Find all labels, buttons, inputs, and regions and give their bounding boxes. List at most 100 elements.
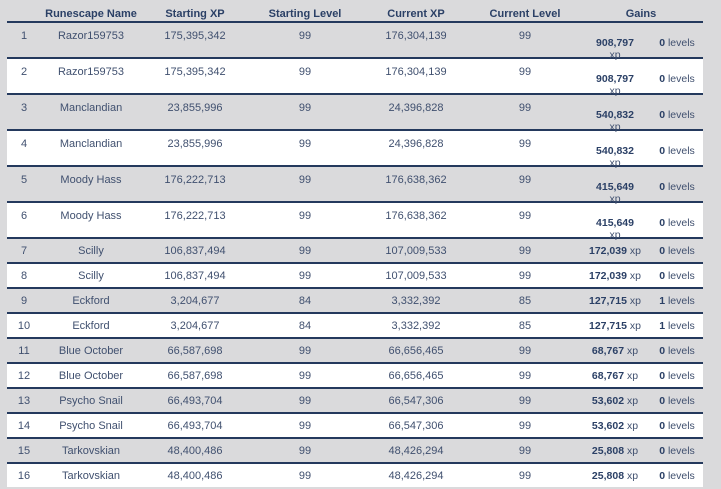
- gains-levels-value: 0 levels: [659, 445, 695, 457]
- gains-cell: 68,767 xp 0 levels: [579, 339, 703, 362]
- current-xp-cell: 24,396,828: [388, 138, 444, 150]
- starting-xp-cell: 106,837,494: [164, 245, 226, 257]
- col-header-runescape-name: Runescape Name: [45, 7, 137, 20]
- gains-cell: 127,715 xp 1 levels: [579, 289, 703, 312]
- gains-xp-value: 172,039 xp: [589, 245, 641, 257]
- current-level-cell: 99: [518, 102, 532, 114]
- player-name-cell: Psycho Snail: [59, 395, 123, 407]
- starting-xp-cell: 66,493,704: [167, 395, 223, 407]
- current-xp-cell: 48,426,294: [388, 470, 444, 482]
- gains-levels-value: 0 levels: [659, 73, 695, 85]
- rank-cell: 5: [20, 174, 28, 186]
- rank-cell: 9: [20, 295, 28, 307]
- starting-level-cell: 99: [298, 66, 312, 78]
- starting-level-cell: 99: [298, 395, 312, 407]
- gains-cell: 540,832 xp 0 levels: [579, 131, 703, 169]
- starting-level-cell: 99: [298, 174, 312, 186]
- col-header-starting-level: Starting Level: [268, 7, 342, 20]
- current-xp-cell: 66,547,306: [388, 395, 444, 407]
- table-row: 7 Scilly 106,837,494 99 107,009,533 99 1…: [7, 237, 703, 262]
- gains-levels-value: 0 levels: [659, 145, 695, 157]
- player-name-cell: Eckford: [72, 320, 110, 332]
- current-xp-cell: 24,396,828: [388, 102, 444, 114]
- player-name-cell: Manclandian: [59, 102, 123, 114]
- gains-levels-value: 0 levels: [659, 217, 695, 229]
- player-name-cell: Razor159753: [57, 66, 125, 78]
- starting-xp-cell: 66,587,698: [167, 345, 223, 357]
- gains-cell: 25,808 xp 0 levels: [579, 439, 703, 462]
- starting-xp-cell: 3,204,677: [170, 320, 220, 332]
- current-xp-cell: 66,547,306: [388, 420, 444, 432]
- table-row: 8 Scilly 106,837,494 99 107,009,533 99 1…: [7, 262, 703, 287]
- gains-cell: 540,832 xp 0 levels: [579, 95, 703, 133]
- table-row: 9 Eckford 3,204,677 84 3,332,392 85 127,…: [7, 287, 703, 312]
- player-name-cell: Tarkovskian: [61, 470, 121, 482]
- starting-level-cell: 99: [298, 30, 312, 42]
- gains-xp-value: 908,797 xp: [596, 37, 634, 61]
- current-level-cell: 85: [518, 320, 532, 332]
- rank-cell: 8: [20, 270, 28, 282]
- starting-level-cell: 84: [298, 295, 312, 307]
- gains-cell: 53,602 xp 0 levels: [579, 414, 703, 437]
- starting-xp-cell: 106,837,494: [164, 270, 226, 282]
- starting-level-cell: 84: [298, 320, 312, 332]
- rank-cell: 13: [17, 395, 31, 407]
- starting-level-cell: 99: [298, 470, 312, 482]
- starting-level-cell: 99: [298, 138, 312, 150]
- table-row: 2 Razor159753 175,395,342 99 176,304,139…: [7, 57, 703, 97]
- starting-xp-cell: 175,395,342: [164, 30, 226, 42]
- current-xp-cell: 176,638,362: [385, 210, 447, 222]
- current-level-cell: 99: [518, 245, 532, 257]
- player-name-cell: Scilly: [78, 245, 104, 257]
- col-header-rank: [7, 8, 41, 14]
- gains-xp-value: 908,797 xp: [596, 73, 634, 97]
- gains-cell: 908,797 xp 0 levels: [579, 59, 703, 97]
- gains-levels-value: 1 levels: [659, 295, 695, 307]
- starting-xp-cell: 66,587,698: [167, 370, 223, 382]
- table-row: 11 Blue October 66,587,698 99 66,656,465…: [7, 337, 703, 362]
- rank-cell: 6: [20, 210, 28, 222]
- gains-xp-value: 127,715 xp: [589, 320, 641, 332]
- table-row: 13 Psycho Snail 66,493,704 99 66,547,306…: [7, 387, 703, 412]
- gains-levels-value: 0 levels: [659, 420, 695, 432]
- rank-cell: 1: [20, 30, 28, 42]
- gains-levels-value: 0 levels: [659, 270, 695, 282]
- table-row: 10 Eckford 3,204,677 84 3,332,392 85 127…: [7, 312, 703, 337]
- current-level-cell: 99: [518, 138, 532, 150]
- gains-levels-value: 0 levels: [659, 370, 695, 382]
- table-body: 1 Razor159753 175,395,342 99 176,304,139…: [7, 21, 703, 487]
- current-level-cell: 99: [518, 174, 532, 186]
- current-level-cell: 99: [518, 66, 532, 78]
- rank-cell: 10: [17, 320, 31, 332]
- current-xp-cell: 66,656,465: [388, 370, 444, 382]
- current-level-cell: 85: [518, 295, 532, 307]
- table-row: 5 Moody Hass 176,222,713 99 176,638,362 …: [7, 165, 703, 205]
- current-level-cell: 99: [518, 420, 532, 432]
- rank-cell: 16: [17, 470, 31, 482]
- starting-xp-cell: 3,204,677: [170, 295, 220, 307]
- player-name-cell: Manclandian: [59, 138, 123, 150]
- gains-xp-value: 415,649 xp: [596, 217, 634, 241]
- current-xp-cell: 66,656,465: [388, 345, 444, 357]
- starting-level-cell: 99: [298, 102, 312, 114]
- table-row: 14 Psycho Snail 66,493,704 99 66,547,306…: [7, 412, 703, 437]
- rank-cell: 15: [17, 445, 31, 457]
- current-level-cell: 99: [518, 270, 532, 282]
- rank-cell: 12: [17, 370, 31, 382]
- table-row: 1 Razor159753 175,395,342 99 176,304,139…: [7, 21, 703, 61]
- rank-cell: 3: [20, 102, 28, 114]
- gains-levels-value: 0 levels: [659, 345, 695, 357]
- starting-xp-cell: 175,395,342: [164, 66, 226, 78]
- table-header-row: Runescape Name Starting XP Starting Leve…: [7, 0, 703, 21]
- starting-level-cell: 99: [298, 210, 312, 222]
- player-name-cell: Tarkovskian: [61, 445, 121, 457]
- gains-cell: 53,602 xp 0 levels: [579, 389, 703, 412]
- rank-cell: 11: [18, 345, 30, 357]
- current-level-cell: 99: [518, 470, 532, 482]
- col-header-gains: Gains: [625, 7, 657, 20]
- rank-cell: 4: [20, 138, 28, 150]
- starting-level-cell: 99: [298, 245, 312, 257]
- gains-cell: 415,649 xp 0 levels: [579, 167, 703, 205]
- current-level-cell: 99: [518, 345, 532, 357]
